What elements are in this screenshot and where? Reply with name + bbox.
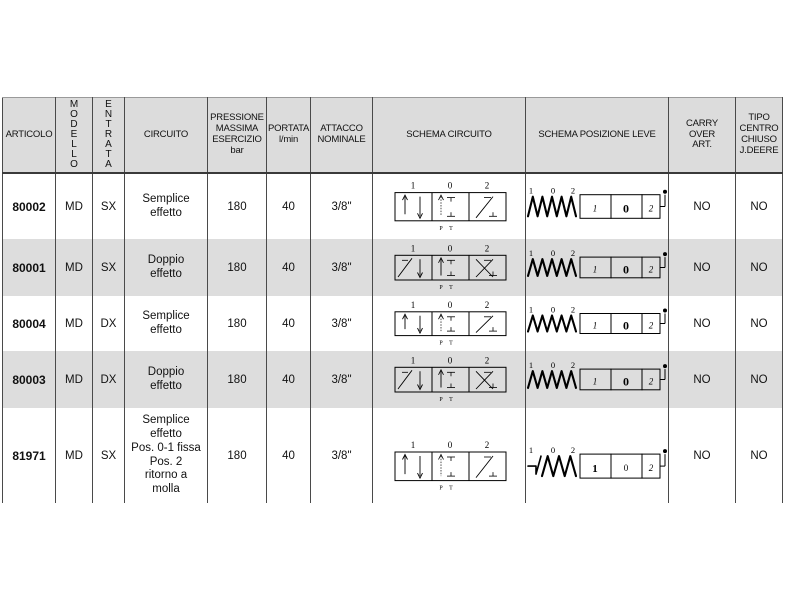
svg-text:2: 2: [649, 463, 654, 473]
svg-text:0: 0: [448, 355, 453, 365]
svg-text:1: 1: [411, 300, 416, 310]
svg-text:2: 2: [571, 186, 575, 196]
svg-text:P: P: [439, 285, 443, 291]
svg-text:0: 0: [623, 319, 629, 333]
svg-text:1: 1: [529, 305, 533, 315]
svg-text:P: P: [439, 341, 443, 347]
svg-text:T: T: [449, 486, 453, 492]
svg-text:2: 2: [571, 248, 575, 258]
svg-text:0: 0: [623, 375, 629, 389]
svg-text:0: 0: [624, 463, 629, 473]
svg-text:0: 0: [623, 202, 629, 216]
svg-text:1: 1: [592, 463, 598, 475]
svg-text:P: P: [439, 226, 443, 232]
svg-text:0: 0: [551, 360, 555, 370]
svg-text:T: T: [449, 341, 453, 347]
svg-text:0: 0: [448, 300, 453, 310]
svg-text:1: 1: [411, 440, 416, 450]
svg-text:0: 0: [448, 181, 453, 191]
svg-text:2: 2: [649, 204, 654, 214]
svg-text:2: 2: [485, 243, 490, 253]
svg-text:P: P: [439, 486, 443, 492]
svg-text:0: 0: [551, 445, 555, 455]
svg-text:1: 1: [593, 265, 598, 275]
svg-text:0: 0: [448, 243, 453, 253]
svg-text:2: 2: [571, 360, 575, 370]
svg-text:1: 1: [411, 243, 416, 253]
svg-text:2: 2: [485, 300, 490, 310]
svg-text:1: 1: [593, 377, 598, 387]
svg-text:0: 0: [448, 440, 453, 450]
svg-text:T: T: [449, 226, 453, 232]
svg-text:0: 0: [623, 263, 629, 277]
svg-text:2: 2: [649, 321, 654, 331]
svg-text:1: 1: [529, 360, 533, 370]
svg-text:1: 1: [529, 445, 533, 455]
svg-text:2: 2: [571, 305, 575, 315]
svg-text:1: 1: [593, 204, 598, 214]
svg-text:2: 2: [485, 181, 490, 191]
svg-text:2: 2: [485, 355, 490, 365]
svg-text:P: P: [439, 397, 443, 403]
svg-text:1: 1: [593, 321, 598, 331]
svg-text:2: 2: [571, 445, 575, 455]
svg-text:2: 2: [649, 265, 654, 275]
svg-text:2: 2: [649, 377, 654, 387]
svg-text:T: T: [449, 285, 453, 291]
svg-text:1: 1: [411, 181, 416, 191]
svg-text:0: 0: [551, 186, 555, 196]
svg-text:T: T: [449, 397, 453, 403]
svg-text:0: 0: [551, 305, 555, 315]
svg-text:1: 1: [529, 248, 533, 258]
svg-text:1: 1: [411, 355, 416, 365]
svg-text:0: 0: [551, 248, 555, 258]
svg-text:1: 1: [529, 186, 533, 196]
svg-text:2: 2: [485, 440, 490, 450]
